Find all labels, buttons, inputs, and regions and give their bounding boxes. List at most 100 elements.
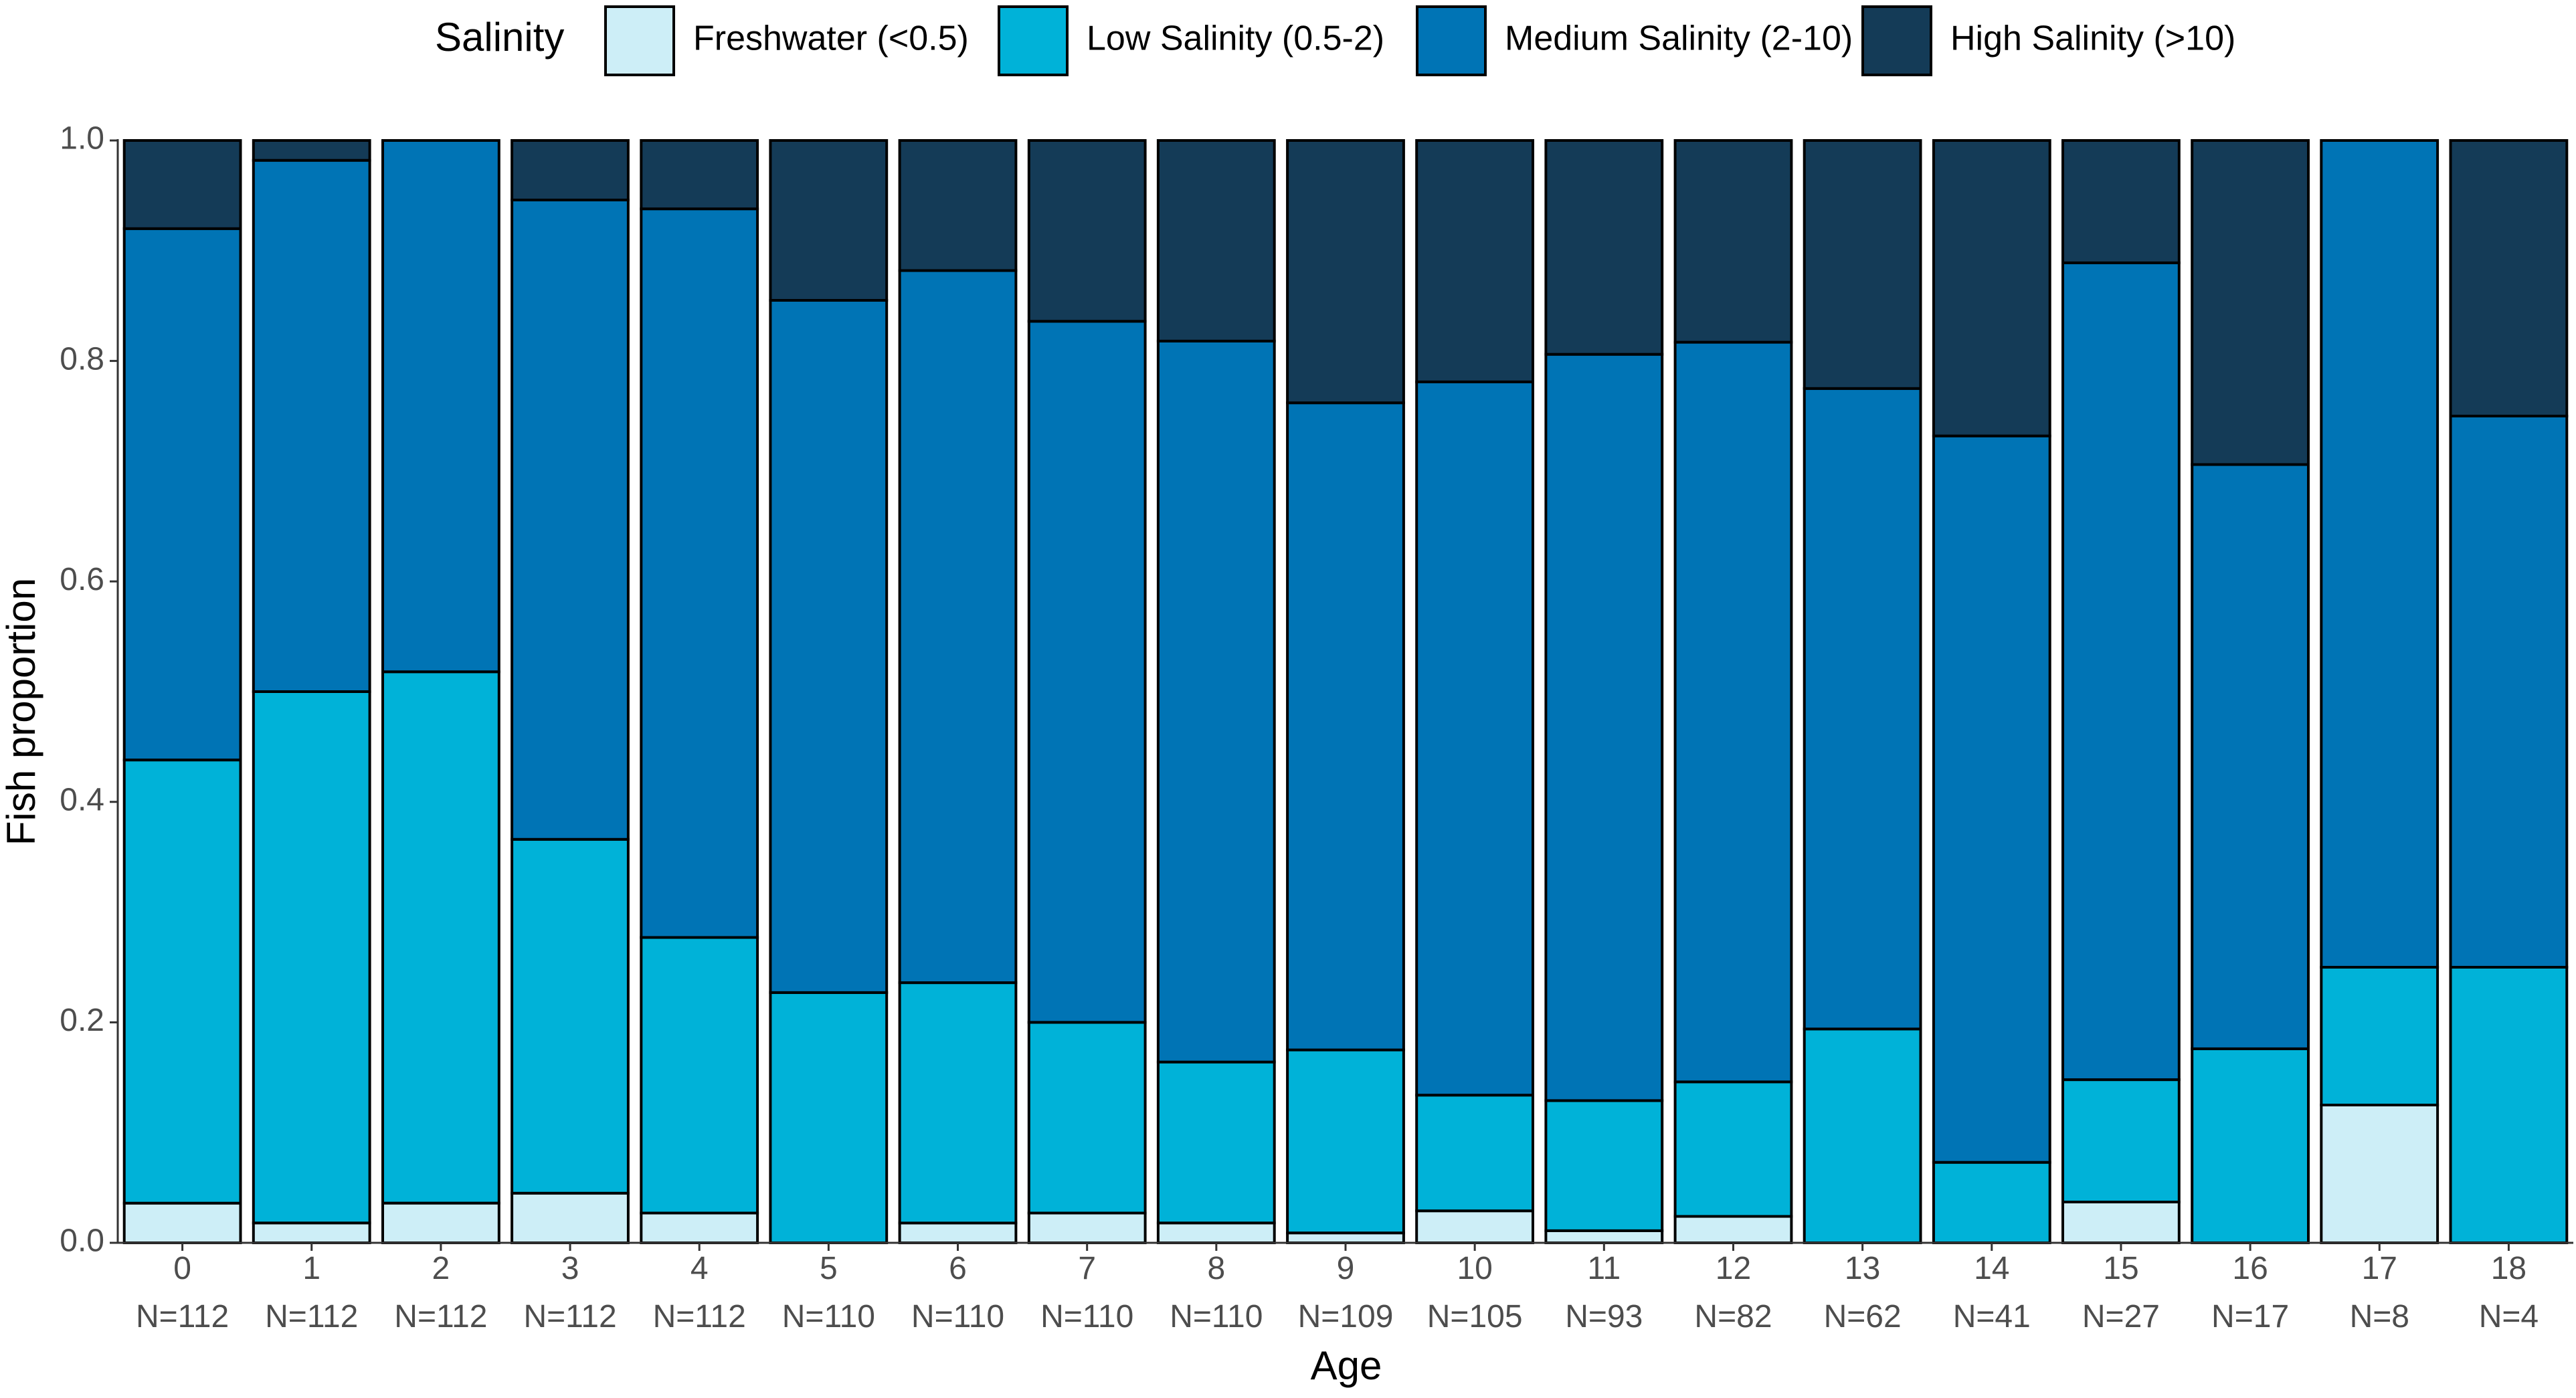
bar-segment-age-17-series-2 xyxy=(2320,139,2440,969)
bar-segment-age-7-series-1 xyxy=(1027,1021,1147,1215)
x-sample-size-label: N=4 xyxy=(2479,1299,2539,1334)
x-sample-size-label: N=110 xyxy=(1170,1299,1263,1334)
bar-segment-age-1-series-3 xyxy=(252,139,371,162)
x-tick-label: 6 xyxy=(949,1251,967,1286)
x-tick-label: 17 xyxy=(2362,1251,2397,1286)
bar-segment-age-6-series-2 xyxy=(898,269,1018,985)
bar-segment-age-15-series-3 xyxy=(2061,139,2181,264)
x-sample-size-label: N=41 xyxy=(1953,1299,2031,1334)
bar-segment-age-12-series-3 xyxy=(1673,139,1793,344)
bar-segment-age-9-series-2 xyxy=(1286,401,1405,1052)
x-sample-size-label: N=110 xyxy=(911,1299,1004,1334)
legend-key-2 xyxy=(1416,5,1487,76)
bar-segment-age-6-series-1 xyxy=(898,981,1018,1225)
x-sample-size-label: N=112 xyxy=(394,1299,487,1334)
x-axis: 0 N=112 1 N=112 2 N=112 3 N=112 4 N=112 5 N=110 6 N=1… xyxy=(118,1241,2573,1334)
x-sample-size-label: N=17 xyxy=(2211,1299,2289,1334)
legend-label-1: Low Salinity (0.5-2) xyxy=(1087,19,1384,58)
y-tick-label: 0.4 xyxy=(60,782,104,817)
bar-segment-age-18-series-3 xyxy=(2449,139,2569,417)
bar-segment-age-0-series-1 xyxy=(122,759,242,1205)
bar-segment-age-9-series-0 xyxy=(1286,1231,1405,1244)
bar-segment-age-13-series-1 xyxy=(1803,1027,1922,1245)
bar-segment-age-8-series-1 xyxy=(1156,1060,1276,1225)
x-sample-size-label: N=112 xyxy=(265,1299,358,1334)
x-tick-label: 16 xyxy=(2232,1251,2268,1286)
bar-segment-age-9-series-3 xyxy=(1286,139,1405,405)
legend-label-2: Medium Salinity (2-10) xyxy=(1505,19,1853,58)
bar-segment-age-13-series-2 xyxy=(1803,387,1922,1031)
bar-segment-age-1-series-2 xyxy=(252,159,371,693)
x-tick-label: 14 xyxy=(1974,1251,2009,1286)
bar-segment-age-7-series-3 xyxy=(1027,139,1147,323)
bar-segment-age-14-series-1 xyxy=(1932,1161,2051,1244)
bar-segment-age-12-series-0 xyxy=(1673,1215,1793,1245)
bar-segment-age-5-series-2 xyxy=(769,299,889,994)
bar-segment-age-14-series-3 xyxy=(1932,139,2051,437)
x-axis-title: Age xyxy=(1311,1343,1382,1388)
bar-segment-age-6-series-3 xyxy=(898,139,1018,272)
bar-segment-age-8-series-3 xyxy=(1156,139,1276,342)
x-sample-size-label: N=62 xyxy=(1824,1299,1902,1334)
x-tick-label: 5 xyxy=(820,1251,838,1286)
bar-segment-age-10-series-0 xyxy=(1415,1209,1534,1244)
bar-segment-age-16-series-2 xyxy=(2191,463,2310,1050)
x-sample-size-label: N=8 xyxy=(2350,1299,2409,1334)
y-axis-title: Fish proportion xyxy=(0,578,43,845)
bar-segment-age-6-series-0 xyxy=(898,1221,1018,1245)
y-tick-label: 1.0 xyxy=(60,121,104,157)
bar-segment-age-11-series-2 xyxy=(1544,353,1664,1102)
bar-segment-age-11-series-1 xyxy=(1544,1099,1664,1232)
bar-segment-age-15-series-2 xyxy=(2061,261,2181,1082)
bar-segment-age-7-series-0 xyxy=(1027,1211,1147,1244)
bar-segment-age-0-series-2 xyxy=(122,227,242,762)
bar-segment-age-13-series-3 xyxy=(1803,139,1922,390)
x-tick-label: 2 xyxy=(432,1251,450,1286)
x-tick-label: 10 xyxy=(1457,1251,1492,1286)
bar-segment-age-12-series-1 xyxy=(1673,1080,1793,1218)
x-tick-label: 7 xyxy=(1078,1251,1096,1286)
bar-segment-age-10-series-3 xyxy=(1415,139,1534,383)
y-tick-label: 0.2 xyxy=(60,1003,104,1038)
bar-segment-age-16-series-1 xyxy=(2191,1047,2310,1244)
x-tick-label: 18 xyxy=(2491,1251,2526,1286)
y-axis: 0.0 0.2 0.4 0.6 0.8 1.0 xyxy=(60,121,119,1259)
bar-segment-age-9-series-1 xyxy=(1286,1048,1405,1235)
bar-segment-age-5-series-1 xyxy=(769,991,889,1245)
legend-label-3: High Salinity (>10) xyxy=(1950,19,2235,58)
bar-segment-age-4-series-1 xyxy=(640,936,759,1215)
bar-segment-age-16-series-3 xyxy=(2191,139,2310,466)
x-sample-size-label: N=112 xyxy=(136,1299,229,1334)
bar-segment-age-10-series-1 xyxy=(1415,1094,1534,1213)
bar-segment-age-4-series-3 xyxy=(640,139,759,211)
legend-label-0: Freshwater (<0.5) xyxy=(693,19,969,58)
bar-segment-age-4-series-2 xyxy=(640,207,759,939)
y-tick-label: 0.0 xyxy=(60,1223,104,1259)
x-sample-size-label: N=112 xyxy=(523,1299,616,1334)
x-sample-size-label: N=27 xyxy=(2082,1299,2160,1334)
bar-segment-age-1-series-1 xyxy=(252,690,371,1225)
x-tick-label: 1 xyxy=(302,1251,320,1286)
x-tick-label: 13 xyxy=(1845,1251,1880,1286)
x-tick-label: 11 xyxy=(1587,1251,1621,1286)
bar-segment-age-7-series-2 xyxy=(1027,320,1147,1024)
x-tick-label: 0 xyxy=(173,1251,191,1286)
bar-segment-age-18-series-2 xyxy=(2449,415,2569,969)
x-tick-label: 8 xyxy=(1207,1251,1225,1286)
bar-segment-age-15-series-0 xyxy=(2061,1201,2181,1244)
bar-segment-age-0-series-0 xyxy=(122,1201,242,1244)
legend-title: Salinity xyxy=(435,15,564,60)
x-sample-size-label: N=105 xyxy=(1427,1299,1523,1334)
bar-segment-age-8-series-0 xyxy=(1156,1221,1276,1245)
bar-segment-age-3-series-1 xyxy=(511,837,630,1195)
x-tick-label: 3 xyxy=(561,1251,579,1286)
bar-segment-age-14-series-2 xyxy=(1932,434,2051,1164)
bar-segment-age-3-series-3 xyxy=(511,139,630,201)
y-tick-label: 0.8 xyxy=(60,341,104,377)
legend-key-1 xyxy=(998,5,1069,76)
bar-segment-age-1-series-0 xyxy=(252,1221,371,1245)
x-tick-label: 12 xyxy=(1716,1251,1751,1286)
bar-segment-age-10-series-2 xyxy=(1415,380,1534,1097)
bar-segment-age-3-series-0 xyxy=(511,1191,630,1245)
